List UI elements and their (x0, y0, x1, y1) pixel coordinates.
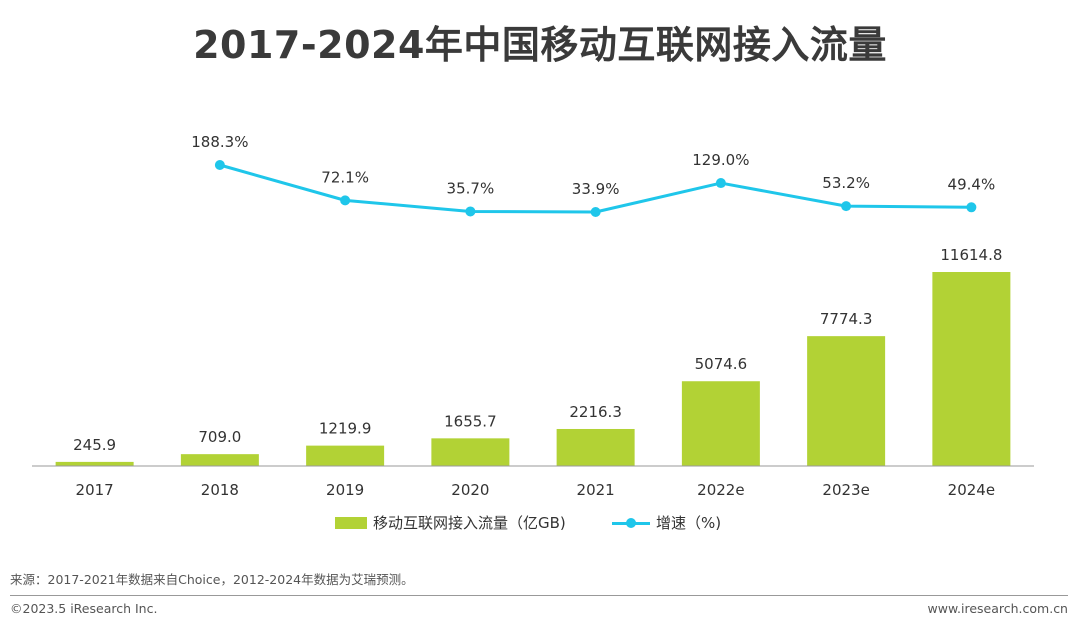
growth-value-label-2018: 188.3% (191, 133, 248, 151)
growth-point-2021 (590, 207, 601, 217)
x-tick-label-2017: 2017 (76, 481, 114, 499)
growth-value-label-2021: 33.9% (572, 180, 620, 198)
bar-value-label-2018: 709.0 (198, 428, 241, 446)
chart-legend: 移动互联网接入流量（亿GB) 增速（%) (0, 512, 1080, 538)
legend-swatch-line (612, 517, 650, 529)
legend-label-line: 增速（%) (656, 514, 722, 532)
bar-2020 (431, 438, 510, 466)
legend-item-bar: 移动互联网接入流量（亿GB) (335, 512, 566, 533)
legend-item-line: 增速（%) (612, 512, 721, 533)
growth-value-label-2019: 72.1% (321, 168, 369, 186)
footer-divider (10, 595, 1068, 596)
copyright-text: ©2023.5 iResearch Inc. (10, 601, 158, 616)
bar-value-label-2021: 2216.3 (569, 403, 622, 421)
bar-2019 (306, 445, 385, 466)
x-tick-label-2019: 2019 (326, 481, 364, 499)
legend-swatch-bar (335, 516, 367, 529)
growth-value-label-2020: 35.7% (447, 179, 495, 197)
bar-2017 (55, 461, 134, 466)
x-tick-label-2020: 2020 (451, 481, 489, 499)
x-tick-label-2021: 2021 (577, 481, 615, 499)
growth-point-2019 (340, 195, 351, 206)
growth-value-label-2022e: 129.0% (692, 151, 749, 169)
bar-2018 (180, 454, 259, 466)
bar-2022e (681, 381, 760, 466)
x-tick-label-2024e: 2024e (948, 481, 995, 499)
website-link[interactable]: www.iresearch.com.cn (927, 601, 1069, 616)
legend-label-bar: 移动互联网接入流量（亿GB) (373, 514, 566, 532)
growth-value-label-2024e: 49.4% (948, 175, 996, 193)
growth-point-2022e (715, 178, 726, 189)
growth-point-2018 (214, 160, 225, 170)
x-tick-label-2022e: 2022e (697, 481, 744, 499)
bar-value-label-2017: 245.9 (73, 436, 116, 454)
bar-value-label-2020: 1655.7 (444, 412, 497, 430)
growth-point-2024e (966, 202, 977, 213)
chart-svg: 245.9 709.0 1219.9 1655.7 2216.3 5074.6 7774.3… (32, 133, 1034, 499)
growth-point-2020 (465, 206, 476, 217)
bar-value-label-2024e: 11614.8 (940, 246, 1002, 264)
x-tick-label-2023e: 2023e (822, 481, 869, 499)
bar-2021 (556, 428, 635, 466)
x-tick-label-2018: 2018 (201, 481, 239, 499)
bar-value-label-2019: 1219.9 (319, 420, 372, 438)
growth-value-label-2023e: 53.2% (822, 174, 870, 192)
source-note: 来源：2017-2021年数据来自Choice，2012-2024年数据为艾瑞预… (10, 572, 414, 587)
bar-value-label-2023e: 7774.3 (820, 310, 873, 328)
growth-point-2023e (841, 201, 852, 212)
bar-2024e (932, 272, 1011, 466)
chart-title: 2017-2024年中国移动互联网接入流量 (193, 23, 887, 67)
bar-2023e (807, 336, 886, 466)
bar-value-label-2022e: 5074.6 (695, 355, 748, 373)
